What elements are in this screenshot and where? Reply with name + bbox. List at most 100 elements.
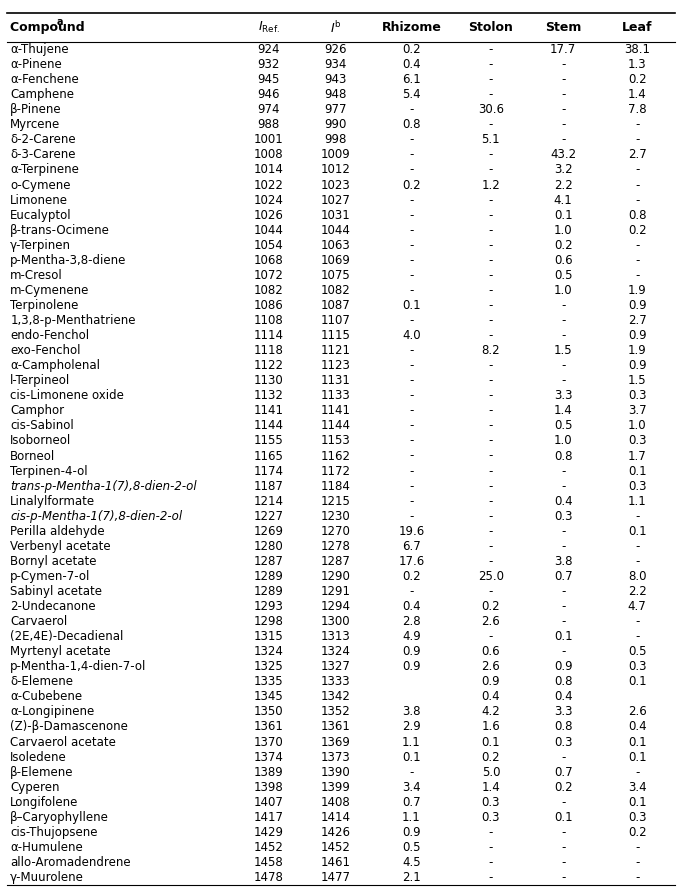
Text: 974: 974 — [258, 104, 280, 116]
Text: -: - — [409, 269, 414, 282]
Text: 1.1: 1.1 — [402, 736, 421, 748]
Text: 1069: 1069 — [321, 254, 351, 266]
Text: Limonene: Limonene — [10, 194, 68, 207]
Text: -: - — [561, 479, 565, 493]
Text: -: - — [409, 375, 414, 387]
Text: 4.9: 4.9 — [402, 630, 421, 643]
Text: 4.7: 4.7 — [628, 600, 647, 613]
Text: 1144: 1144 — [254, 419, 284, 433]
Text: 0.9: 0.9 — [481, 675, 500, 688]
Text: 1458: 1458 — [254, 856, 284, 869]
Text: -: - — [489, 510, 493, 523]
Text: 943: 943 — [325, 73, 346, 86]
Text: -: - — [561, 375, 565, 387]
Text: 1.0: 1.0 — [554, 434, 572, 448]
Text: 3.3: 3.3 — [554, 705, 572, 719]
Text: -: - — [489, 525, 493, 538]
Text: -: - — [561, 118, 565, 131]
Text: allo-Aromadendrene: allo-Aromadendrene — [10, 856, 131, 869]
Text: -: - — [561, 841, 565, 854]
Text: 1087: 1087 — [321, 299, 351, 312]
Text: β-Elemene: β-Elemene — [10, 765, 74, 779]
Text: 1.1: 1.1 — [628, 494, 647, 508]
Text: -: - — [561, 585, 565, 598]
Text: 0.4: 0.4 — [628, 721, 647, 733]
Text: -: - — [561, 645, 565, 658]
Text: 0.8: 0.8 — [554, 721, 572, 733]
Text: -: - — [489, 841, 493, 854]
Text: 1287: 1287 — [254, 555, 284, 568]
Text: -: - — [409, 585, 414, 598]
Text: -: - — [409, 344, 414, 357]
Text: 1187: 1187 — [254, 479, 284, 493]
Text: -: - — [489, 389, 493, 402]
Text: 0.5: 0.5 — [628, 645, 647, 658]
Text: 1291: 1291 — [321, 585, 351, 598]
Text: 0.3: 0.3 — [628, 811, 647, 823]
Text: -: - — [635, 239, 640, 252]
Text: 1027: 1027 — [321, 194, 351, 207]
Text: Sabinyl acetate: Sabinyl acetate — [10, 585, 102, 598]
Text: 2.8: 2.8 — [402, 615, 421, 628]
Text: Camphene: Camphene — [10, 89, 74, 101]
Text: 1063: 1063 — [321, 239, 351, 252]
Text: 3.4: 3.4 — [402, 780, 421, 794]
Text: 2.6: 2.6 — [481, 661, 501, 673]
Text: 945: 945 — [258, 73, 280, 86]
Text: 1014: 1014 — [254, 164, 284, 176]
Text: 990: 990 — [325, 118, 346, 131]
Text: -: - — [409, 479, 414, 493]
Text: exo-Fenchol: exo-Fenchol — [10, 344, 80, 357]
Text: 0.4: 0.4 — [402, 58, 421, 72]
Text: 1.9: 1.9 — [628, 344, 647, 357]
Text: 0.3: 0.3 — [628, 389, 647, 402]
Text: 5.0: 5.0 — [481, 765, 500, 779]
Text: 1122: 1122 — [254, 359, 284, 372]
Text: 1174: 1174 — [254, 465, 284, 477]
Text: 1108: 1108 — [254, 314, 284, 327]
Text: (2E,4E)-Decadienal: (2E,4E)-Decadienal — [10, 630, 123, 643]
Text: 1361: 1361 — [321, 721, 351, 733]
Text: 0.1: 0.1 — [554, 208, 572, 222]
Text: -: - — [409, 419, 414, 433]
Text: 1044: 1044 — [254, 224, 284, 237]
Text: -: - — [489, 375, 493, 387]
Text: Bornyl acetate: Bornyl acetate — [10, 555, 97, 568]
Text: 1082: 1082 — [321, 284, 351, 297]
Text: -: - — [489, 208, 493, 222]
Text: 0.3: 0.3 — [481, 811, 500, 823]
Text: 1012: 1012 — [321, 164, 351, 176]
Text: -: - — [409, 765, 414, 779]
Text: 4.2: 4.2 — [481, 705, 501, 719]
Text: 1327: 1327 — [321, 661, 351, 673]
Text: -: - — [489, 269, 493, 282]
Text: 1123: 1123 — [321, 359, 351, 372]
Text: 1426: 1426 — [321, 826, 351, 839]
Text: -: - — [489, 555, 493, 568]
Text: 1.3: 1.3 — [628, 58, 647, 72]
Text: 0.2: 0.2 — [628, 73, 647, 86]
Text: 1369: 1369 — [321, 736, 351, 748]
Text: 1315: 1315 — [254, 630, 284, 643]
Text: 0.2: 0.2 — [402, 570, 421, 583]
Text: Camphor: Camphor — [10, 404, 64, 417]
Text: Isoledene: Isoledene — [10, 751, 67, 763]
Text: 1461: 1461 — [321, 856, 351, 869]
Text: 1389: 1389 — [254, 765, 284, 779]
Text: 1478: 1478 — [254, 871, 284, 884]
Text: 1374: 1374 — [254, 751, 284, 763]
Text: -: - — [489, 164, 493, 176]
Text: 3.3: 3.3 — [554, 389, 572, 402]
Text: 1408: 1408 — [321, 796, 351, 809]
Text: Cyperen: Cyperen — [10, 780, 60, 794]
Text: -: - — [561, 540, 565, 552]
Text: 1452: 1452 — [321, 841, 351, 854]
Text: Isoborneol: Isoborneol — [10, 434, 72, 448]
Text: -: - — [489, 73, 493, 86]
Text: -: - — [635, 164, 640, 176]
Text: 1155: 1155 — [254, 434, 284, 448]
Text: $I_\mathrm{Ref.}$: $I_\mathrm{Ref.}$ — [258, 21, 280, 35]
Text: 1290: 1290 — [321, 570, 351, 583]
Text: -: - — [489, 856, 493, 869]
Text: 1414: 1414 — [321, 811, 351, 823]
